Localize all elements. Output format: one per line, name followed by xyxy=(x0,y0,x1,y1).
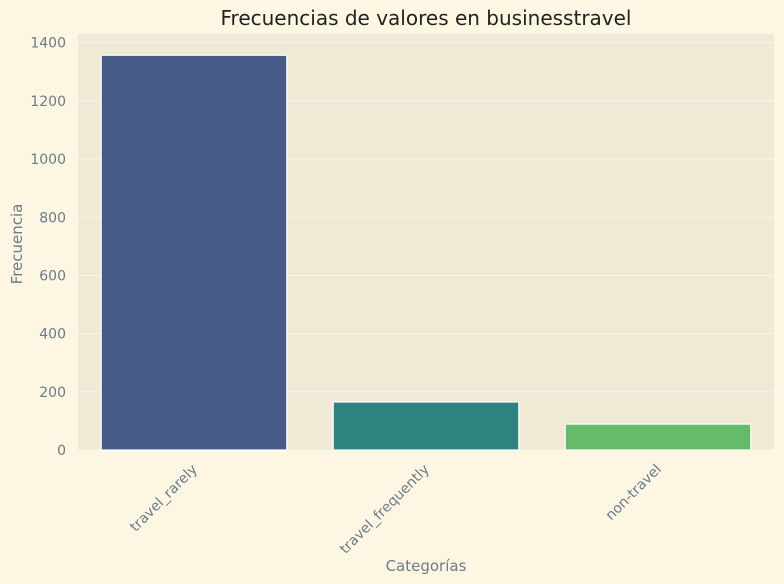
x-tick-labels: travel_rarely travel_frequently non-travel xyxy=(127,462,665,558)
y-tick-label: 0 xyxy=(57,443,66,459)
bar-travel_rarely xyxy=(100,54,288,451)
bars xyxy=(100,54,752,451)
y-tick-label: 800 xyxy=(39,210,66,226)
y-tick-label: 1200 xyxy=(30,94,66,110)
y-tick-label: 600 xyxy=(39,268,66,284)
y-tick-label: 1000 xyxy=(30,152,66,168)
y-axis-title: Frecuencia xyxy=(8,204,26,285)
x-tick-label: travel_rarely xyxy=(127,462,201,536)
y-tick-labels: 0 200 400 600 800 1000 1200 1400 xyxy=(30,36,66,459)
y-tick-label: 400 xyxy=(39,327,66,343)
y-tick-label: 200 xyxy=(39,385,66,401)
bar-non-travel xyxy=(564,423,752,451)
x-tick-label: non-travel xyxy=(603,462,665,524)
bar-travel_frequently xyxy=(332,401,520,451)
y-tick-label: 1400 xyxy=(30,36,66,52)
x-tick-label: travel_frequently xyxy=(337,462,433,558)
x-axis-title: Categorías xyxy=(386,557,467,575)
chart-title: Frecuencias de valores en businesstravel xyxy=(220,6,631,30)
